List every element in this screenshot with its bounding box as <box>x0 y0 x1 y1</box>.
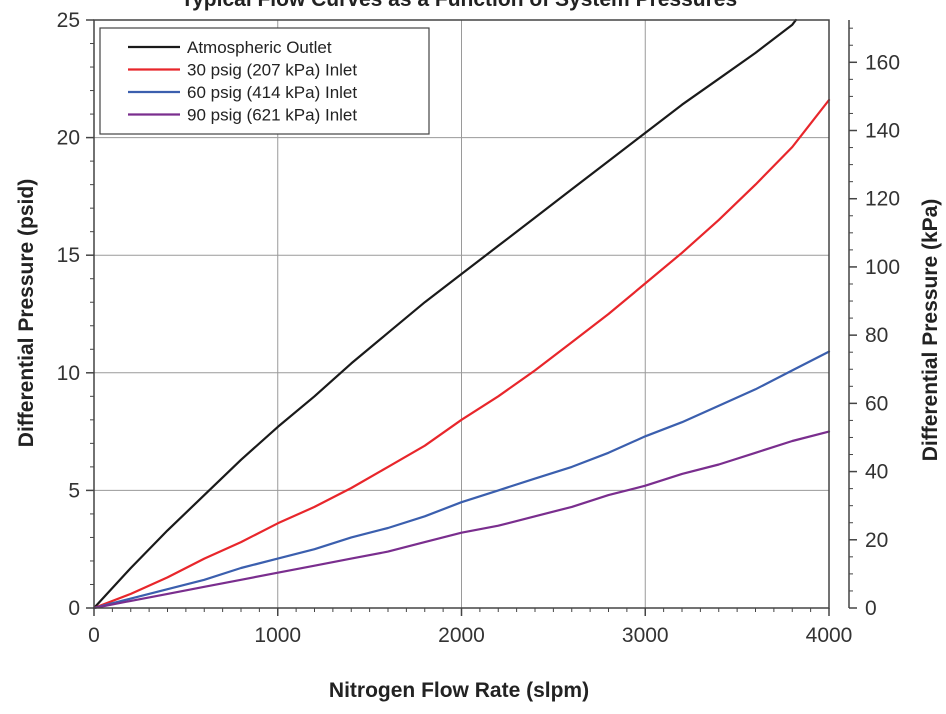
y-tick-label: 10 <box>57 362 80 385</box>
y-tick-label: 25 <box>57 9 80 32</box>
legend-box <box>99 27 430 135</box>
x-tick-label: 2000 <box>438 624 485 647</box>
y2-tick-label: 140 <box>865 120 900 143</box>
y2-tick-label: 160 <box>865 51 900 74</box>
y2-tick-label: 120 <box>865 188 900 211</box>
chart-title: Typical Flow Curves as a Function of Sys… <box>181 0 737 11</box>
y2-tick-label: 60 <box>865 392 888 415</box>
y-tick-label: 15 <box>57 244 80 267</box>
y-tick-label: 5 <box>68 479 80 502</box>
y2-tick-label: 100 <box>865 256 900 279</box>
y2-tick-label: 20 <box>865 529 888 552</box>
y-axis-title: Differential Pressure (psid) <box>15 179 38 447</box>
legend-label-4: 90 psig (621 kPa) Inlet <box>187 106 357 125</box>
x-tick-label: 0 <box>88 624 100 647</box>
legend-label-1: Atmospheric Outlet <box>187 38 332 57</box>
series-line-3 <box>92 350 831 610</box>
y2-tick-label: 40 <box>865 461 888 484</box>
x-tick-label: 4000 <box>806 624 853 647</box>
y2-tick-label: 0 <box>865 597 877 620</box>
series-lines <box>92 18 831 610</box>
x-tick-label: 3000 <box>622 624 669 647</box>
axis-ticks: 0 1000 2000 3000 4000 0 5 10 15 20 25 0 20 40 60 80 100 1… <box>57 9 900 647</box>
y2-axis-title: Differential Pressure (kPa) <box>919 199 942 462</box>
series-line-4 <box>92 430 831 610</box>
y-tick-label: 0 <box>68 597 80 620</box>
y-tick-label: 20 <box>57 127 80 150</box>
series-line-2 <box>92 98 831 610</box>
x-axis-title: Nitrogen Flow Rate (slpm) <box>329 679 589 702</box>
series-line-1 <box>92 18 798 610</box>
y2-tick-label: 80 <box>865 324 888 347</box>
x-tick-label: 1000 <box>254 624 301 647</box>
legend-label-2: 30 psig (207 kPa) Inlet <box>187 61 357 80</box>
grid <box>94 20 829 608</box>
legend: Atmospheric Outlet 30 psig (207 kPa) Inle… <box>99 27 430 135</box>
legend-label-3: 60 psig (414 kPa) Inlet <box>187 83 357 102</box>
